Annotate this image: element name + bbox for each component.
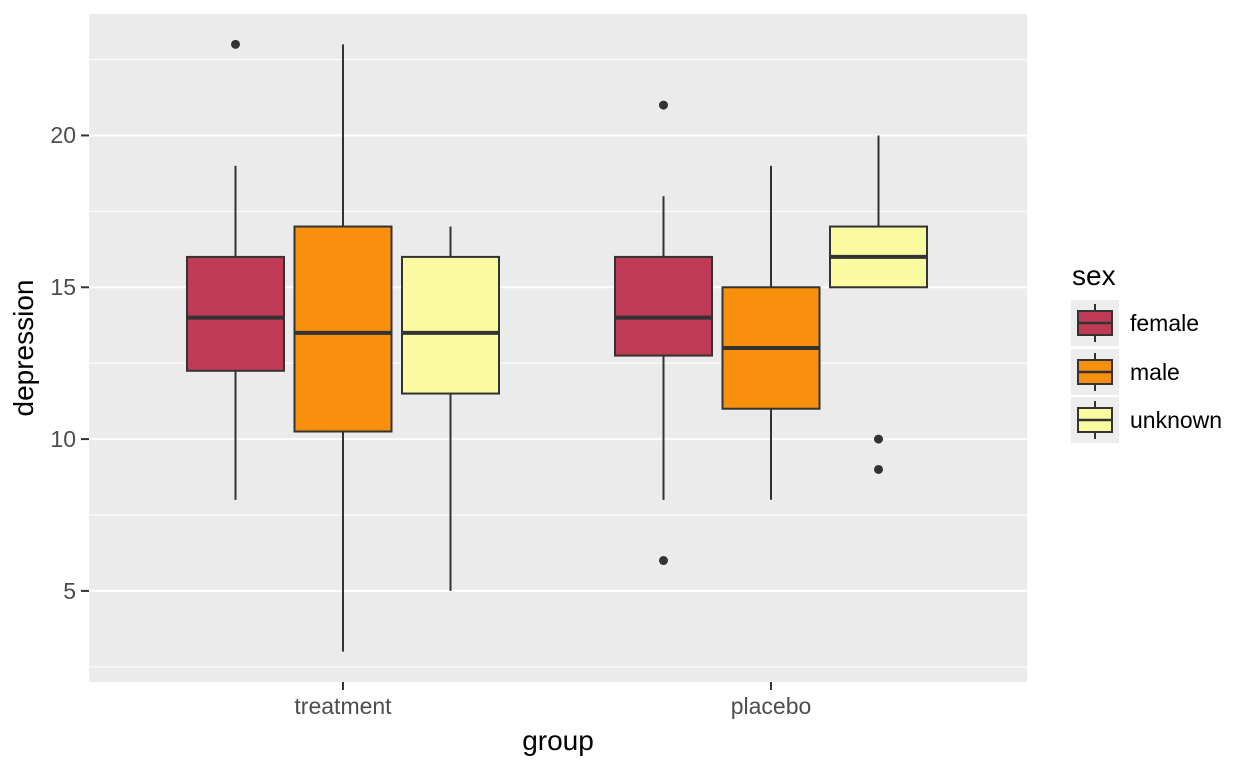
outlier-point-placebo-unknown	[874, 434, 883, 444]
legend-title: sex	[1072, 260, 1116, 291]
legend-key-unknown: unknown	[1071, 397, 1248, 443]
y-tick-label: 20	[50, 122, 76, 149]
outlier-point-placebo-female	[659, 556, 668, 566]
y-tick-label: 5	[63, 577, 76, 604]
box-treatment-unknown	[401, 255, 500, 395]
box-placebo-female	[614, 255, 713, 357]
x-axis-title: group	[522, 725, 594, 756]
y-tick-label: 10	[50, 426, 76, 453]
legend-key-male: male	[1071, 348, 1248, 395]
legend-label: unknown	[1130, 407, 1223, 433]
y-axis-title: depression	[8, 279, 39, 417]
x-tick-label-placebo: placebo	[730, 693, 812, 719]
box-treatment-female	[186, 255, 285, 372]
x-tick-label-treatment: treatment	[294, 693, 392, 719]
legend-key-female: female	[1071, 300, 1248, 346]
outlier-point-placebo-female	[659, 100, 668, 110]
outlier-point-treatment-female	[231, 39, 240, 49]
outlier-point-placebo-unknown	[874, 464, 883, 474]
y-tick-label: 15	[50, 274, 76, 301]
legend-label: female	[1130, 310, 1200, 336]
legend-boxplot-glyph	[1071, 397, 1119, 443]
box-treatment-male	[293, 225, 393, 433]
legend-boxplot-glyph	[1071, 348, 1119, 395]
legend-boxplot-glyph	[1071, 300, 1119, 346]
legend-label: male	[1130, 358, 1180, 385]
